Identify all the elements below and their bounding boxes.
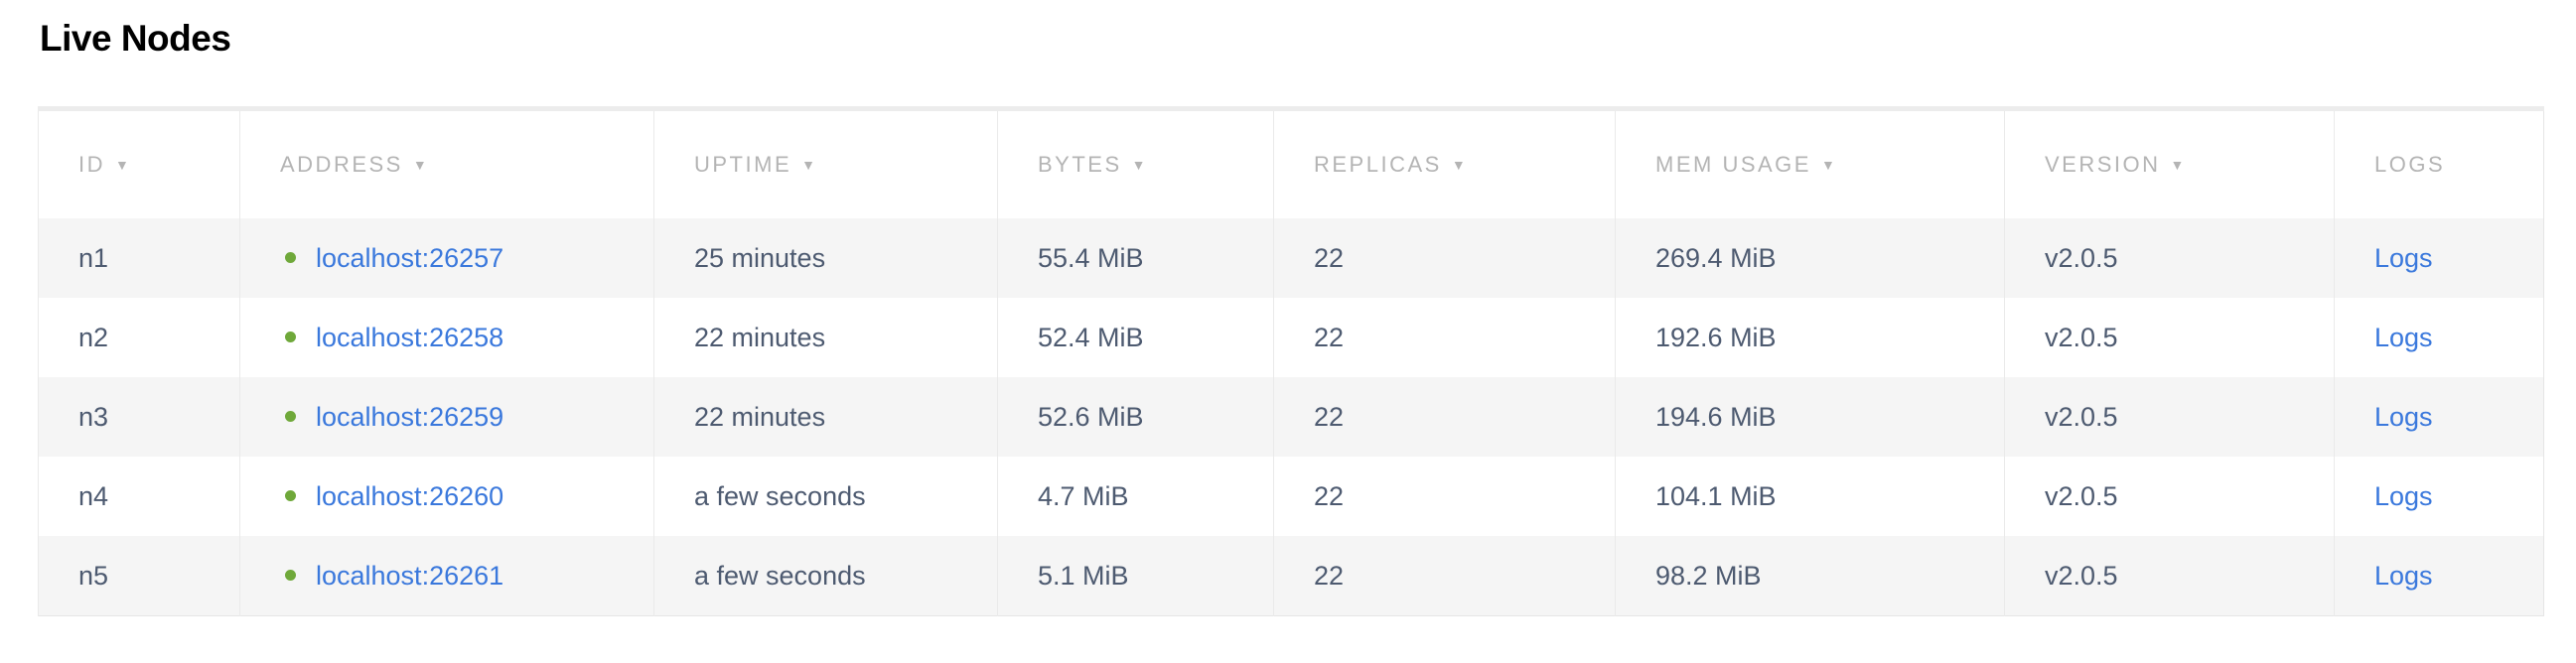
table-row: n2 localhost:26258 22 minutes 52.4 MiB 22 192… — [38, 298, 2544, 377]
node-logs: Logs — [2334, 536, 2544, 616]
caret-down-icon[interactable]: ▼ — [1131, 157, 1146, 173]
node-address: localhost:26258 — [239, 298, 654, 377]
status-live-icon — [285, 331, 296, 342]
table-row: n4 localhost:26260 a few seconds 4.7 MiB 22 1… — [38, 457, 2544, 536]
column-header-label: Bytes — [1038, 152, 1122, 177]
node-address-link[interactable]: localhost:26261 — [316, 560, 504, 591]
node-address: localhost:26261 — [239, 536, 654, 616]
table-header-row: ID ▼ Address ▼ Uptime ▼ Bytes ▼ Replicas ▼ Mem Usa… — [38, 108, 2544, 218]
column-header-version[interactable]: Version ▼ — [2004, 108, 2335, 218]
column-header-label: Version — [2045, 152, 2161, 177]
table-row: n1 localhost:26257 25 minutes 55.4 MiB 22 269… — [38, 218, 2544, 298]
caret-down-icon[interactable]: ▼ — [801, 157, 815, 173]
node-uptime: 22 minutes — [653, 298, 998, 377]
node-replicas: 22 — [1273, 536, 1616, 616]
table-row: n3 localhost:26259 22 minutes 52.6 MiB 22 194… — [38, 377, 2544, 457]
column-header-mem-usage[interactable]: Mem Usage ▼ — [1615, 108, 2005, 218]
caret-down-icon[interactable]: ▼ — [412, 157, 427, 173]
logs-link[interactable]: Logs — [2374, 401, 2433, 432]
column-header-id[interactable]: ID ▼ — [38, 108, 240, 218]
node-bytes: 4.7 MiB — [997, 457, 1274, 536]
node-bytes: 55.4 MiB — [997, 218, 1274, 298]
node-address: localhost:26260 — [239, 457, 654, 536]
status-live-icon — [285, 489, 296, 501]
column-header-label: Logs — [2374, 152, 2446, 177]
column-header-label: Mem Usage — [1655, 152, 1811, 177]
node-replicas: 22 — [1273, 377, 1616, 457]
node-mem-usage: 192.6 MiB — [1615, 298, 2005, 377]
page-title: Live Nodes — [40, 18, 231, 59]
node-logs: Logs — [2334, 298, 2544, 377]
column-header-logs: Logs — [2334, 108, 2544, 218]
node-version: v2.0.5 — [2004, 377, 2335, 457]
node-uptime: 22 minutes — [653, 377, 998, 457]
node-uptime: 25 minutes — [653, 218, 998, 298]
node-address: localhost:26259 — [239, 377, 654, 457]
status-live-icon — [285, 251, 296, 263]
column-header-label: Replicas — [1314, 152, 1442, 177]
node-id: n5 — [38, 536, 240, 616]
node-replicas: 22 — [1273, 457, 1616, 536]
node-id: n3 — [38, 377, 240, 457]
node-id: n1 — [38, 218, 240, 298]
column-header-label: Uptime — [694, 152, 792, 177]
node-version: v2.0.5 — [2004, 218, 2335, 298]
logs-link[interactable]: Logs — [2374, 480, 2433, 511]
column-header-uptime[interactable]: Uptime ▼ — [653, 108, 998, 218]
column-header-bytes[interactable]: Bytes ▼ — [997, 108, 1274, 218]
caret-down-icon[interactable]: ▼ — [115, 157, 129, 173]
node-bytes: 52.6 MiB — [997, 377, 1274, 457]
node-version: v2.0.5 — [2004, 298, 2335, 377]
column-header-replicas[interactable]: Replicas ▼ — [1273, 108, 1616, 218]
node-mem-usage: 194.6 MiB — [1615, 377, 2005, 457]
node-logs: Logs — [2334, 218, 2544, 298]
logs-link[interactable]: Logs — [2374, 560, 2433, 591]
live-nodes-table: ID ▼ Address ▼ Uptime ▼ Bytes ▼ Replicas ▼ Mem Usa… — [38, 106, 2544, 616]
node-mem-usage: 269.4 MiB — [1615, 218, 2005, 298]
node-mem-usage: 104.1 MiB — [1615, 457, 2005, 536]
node-uptime: a few seconds — [653, 536, 998, 616]
node-replicas: 22 — [1273, 298, 1616, 377]
node-address: localhost:26257 — [239, 218, 654, 298]
column-header-address[interactable]: Address ▼ — [239, 108, 654, 218]
status-live-icon — [285, 410, 296, 422]
node-address-link[interactable]: localhost:26259 — [316, 401, 504, 432]
node-address-link[interactable]: localhost:26260 — [316, 480, 504, 511]
node-version: v2.0.5 — [2004, 536, 2335, 616]
node-replicas: 22 — [1273, 218, 1616, 298]
node-mem-usage: 98.2 MiB — [1615, 536, 2005, 616]
node-id: n4 — [38, 457, 240, 536]
logs-link[interactable]: Logs — [2374, 322, 2433, 352]
node-version: v2.0.5 — [2004, 457, 2335, 536]
node-bytes: 52.4 MiB — [997, 298, 1274, 377]
node-logs: Logs — [2334, 377, 2544, 457]
caret-down-icon[interactable]: ▼ — [2170, 157, 2185, 173]
column-header-label: Address — [280, 152, 403, 177]
status-live-icon — [285, 569, 296, 581]
caret-down-icon[interactable]: ▼ — [1820, 157, 1835, 173]
table-row: n5 localhost:26261 a few seconds 5.1 MiB 22 9… — [38, 536, 2544, 616]
column-header-label: ID — [78, 152, 105, 177]
node-bytes: 5.1 MiB — [997, 536, 1274, 616]
caret-down-icon[interactable]: ▼ — [1451, 157, 1466, 173]
node-address-link[interactable]: localhost:26257 — [316, 242, 504, 273]
logs-link[interactable]: Logs — [2374, 242, 2433, 273]
node-id: n2 — [38, 298, 240, 377]
node-logs: Logs — [2334, 457, 2544, 536]
node-uptime: a few seconds — [653, 457, 998, 536]
node-address-link[interactable]: localhost:26258 — [316, 322, 504, 352]
